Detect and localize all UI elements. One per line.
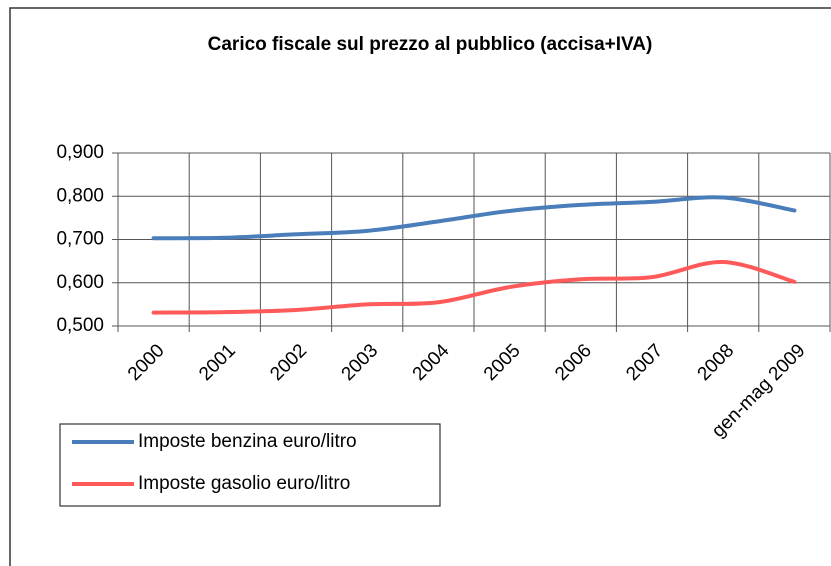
y-tick-label: 0,500 — [56, 315, 104, 336]
y-tick-label: 0,600 — [56, 272, 104, 293]
legend-label: Imposte benzina euro/litro — [138, 431, 357, 452]
legend-label: Imposte gasolio euro/litro — [138, 473, 350, 494]
series-line — [151, 259, 797, 315]
series-line — [151, 195, 797, 241]
y-tick-label: 0,800 — [56, 185, 104, 206]
chart-title: Carico fiscale sul prezzo al pubblico (a… — [208, 34, 653, 55]
y-tick-label: 0,900 — [56, 142, 104, 163]
y-tick-label: 0,700 — [56, 229, 104, 250]
legend — [59, 423, 441, 507]
